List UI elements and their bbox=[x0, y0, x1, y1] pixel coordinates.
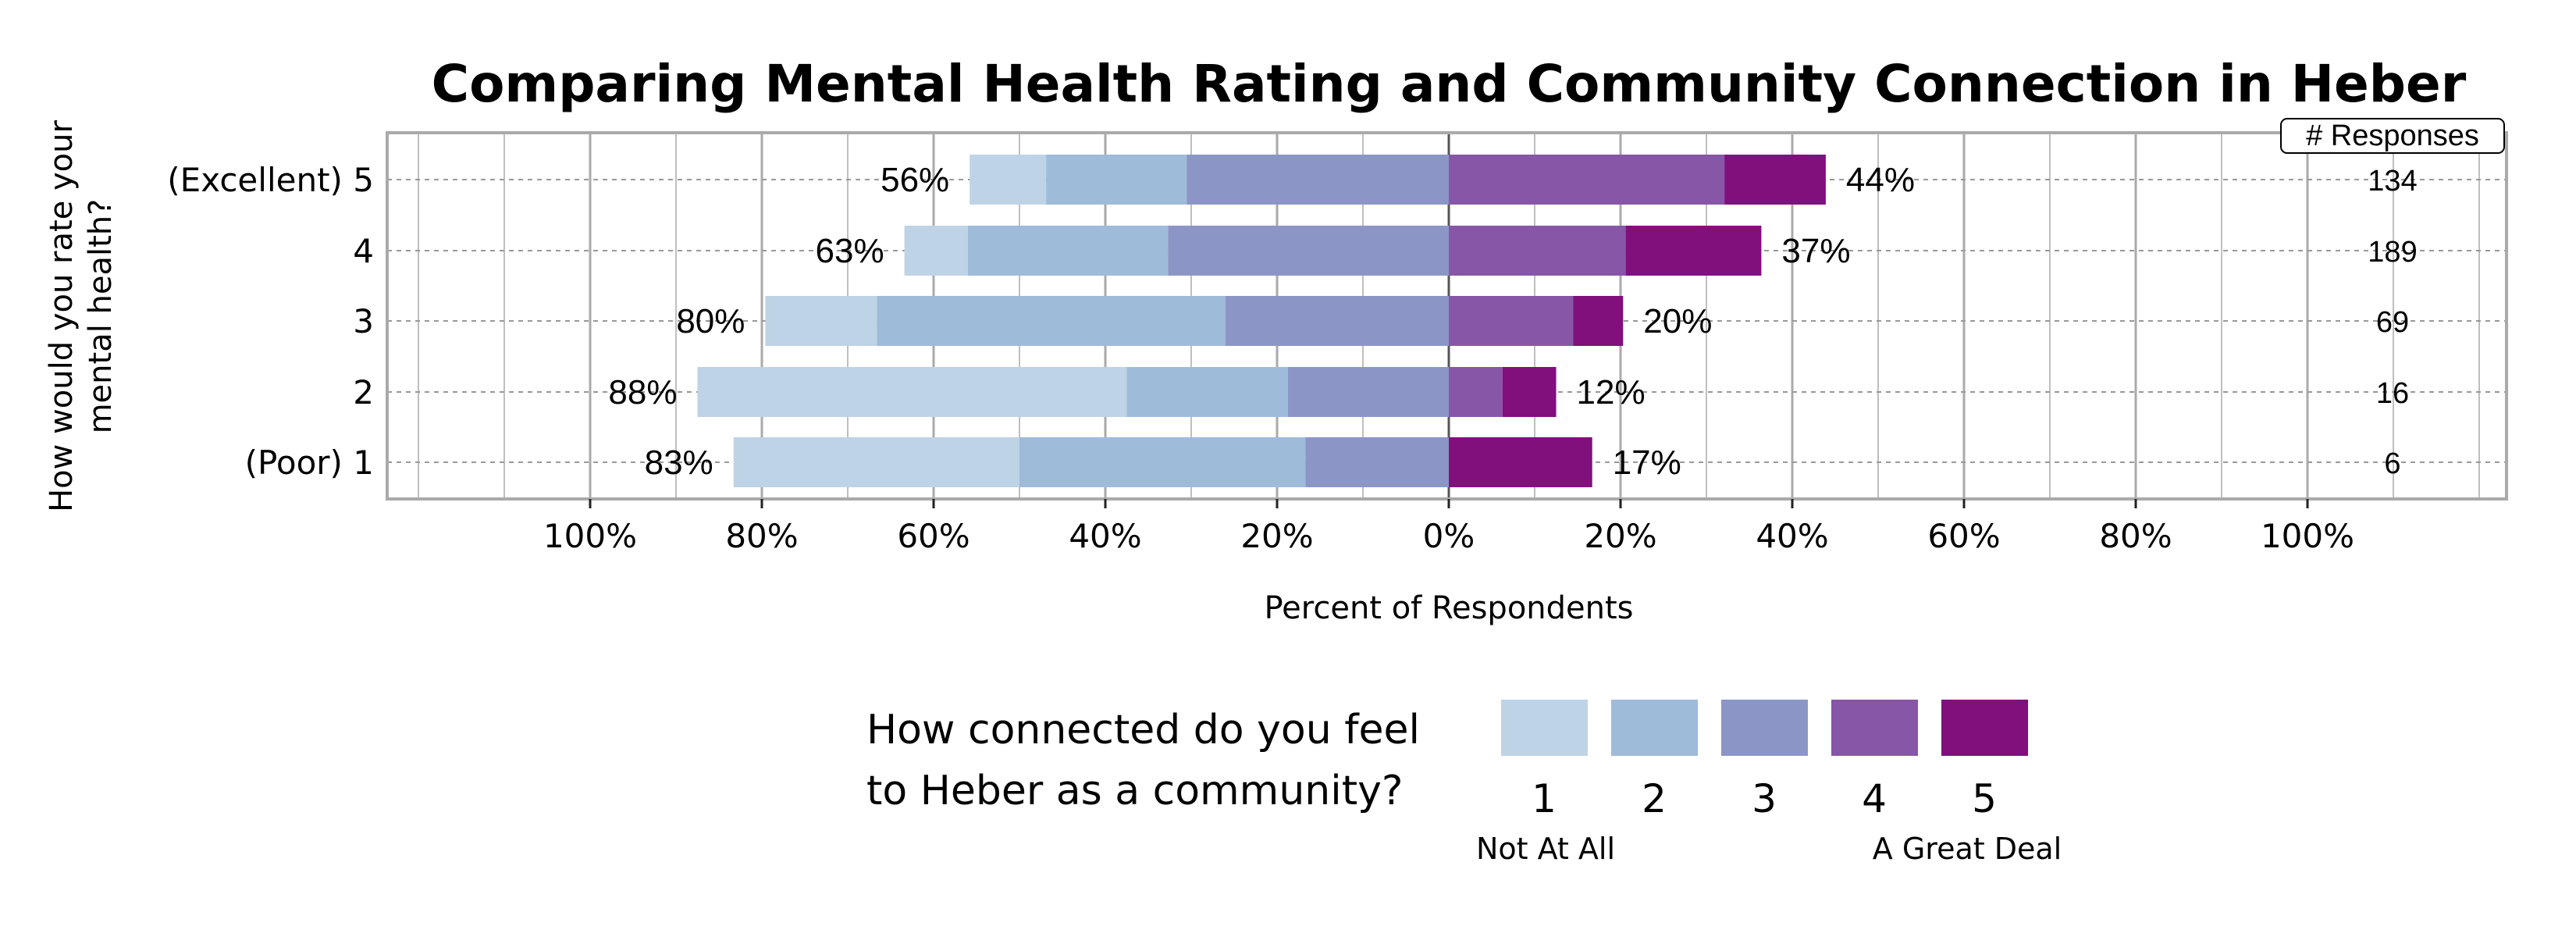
x-tick-label: 20% bbox=[1240, 517, 1313, 555]
response-count: 189 bbox=[2368, 236, 2417, 269]
x-tick-label: 40% bbox=[1756, 517, 1828, 555]
x-tick-label: 100% bbox=[543, 517, 637, 555]
y-axis-label-line-1: How would you rate your bbox=[44, 120, 80, 512]
plot-frame bbox=[386, 131, 2508, 501]
legend-level-label: 3 bbox=[1752, 776, 1777, 821]
legend-swatch-2 bbox=[1611, 700, 1698, 756]
negative-percent-label: 80% bbox=[676, 302, 745, 340]
bar-segment-4 bbox=[1449, 296, 1574, 346]
legend-high-label: A Great Deal bbox=[1873, 832, 2062, 866]
y-axis-label: How would you rate your mental health? bbox=[44, 120, 119, 512]
bar-segment-5 bbox=[1449, 437, 1592, 487]
bar-segment-2 bbox=[1019, 437, 1306, 487]
legend-title-line-1: How connected do you feel bbox=[866, 707, 1420, 754]
legend-level-label: 4 bbox=[1862, 776, 1887, 821]
x-tick-label: 80% bbox=[725, 517, 798, 555]
bar-segment-2 bbox=[1126, 367, 1288, 417]
bar-segment-2 bbox=[968, 226, 1169, 276]
negative-percent-label: 88% bbox=[608, 373, 677, 411]
bar-segment-2 bbox=[1046, 155, 1187, 205]
bar-segment-4 bbox=[1449, 155, 1725, 205]
positive-percent-label: 20% bbox=[1643, 302, 1712, 340]
legend-swatch-5 bbox=[1941, 700, 2028, 756]
y-category-label: 4 bbox=[353, 232, 374, 270]
bar-segment-5 bbox=[1573, 296, 1624, 346]
y-category-label: 3 bbox=[353, 302, 374, 340]
legend: How connected do you feel to Heber as a … bbox=[866, 700, 2062, 866]
bar-segment-3 bbox=[1287, 367, 1449, 417]
bar-segment-1 bbox=[970, 155, 1047, 205]
x-axis-label: Percent of Respondents bbox=[1264, 590, 1633, 626]
responses-header-text: # Responses bbox=[2306, 119, 2479, 152]
bars bbox=[697, 155, 1826, 487]
bar-segment-1 bbox=[697, 367, 1127, 417]
x-tick-label: 80% bbox=[2099, 517, 2172, 555]
data-labels: (Excellent) 5 56% 44% 134 4 63% 37% 189 3 80% 20% 6… bbox=[167, 161, 2417, 482]
legend-low-label: Not At All bbox=[1476, 832, 1615, 866]
legend-level-label: 2 bbox=[1642, 776, 1667, 821]
x-tick-label: 100% bbox=[2261, 517, 2354, 555]
legend-level-label: 1 bbox=[1532, 776, 1557, 821]
positive-percent-label: 44% bbox=[1846, 161, 1915, 199]
bar-segment-5 bbox=[1724, 155, 1826, 205]
responses-header: # Responses bbox=[2280, 118, 2505, 154]
bar-segment-3 bbox=[1187, 155, 1449, 205]
response-count: 16 bbox=[2376, 377, 2409, 410]
bar-segment-5 bbox=[1625, 226, 1762, 276]
bar-segment-1 bbox=[904, 226, 968, 276]
negative-percent-label: 63% bbox=[816, 232, 884, 270]
y-category-label: 2 bbox=[353, 373, 374, 411]
x-tick-label: 60% bbox=[1927, 517, 2000, 555]
positive-percent-label: 12% bbox=[1577, 373, 1646, 411]
x-tick-label: 20% bbox=[1584, 517, 1656, 555]
x-tick-label: 40% bbox=[1069, 517, 1141, 555]
positive-percent-label: 37% bbox=[1781, 232, 1850, 270]
axes: 100% 80% 60% 40% 20% 0% 20% 40% 60% 80% 100% bbox=[386, 131, 2508, 555]
response-count: 69 bbox=[2376, 306, 2409, 339]
bar-segment-2 bbox=[877, 296, 1226, 346]
y-axis-label-line-2: mental health? bbox=[83, 199, 119, 434]
legend-swatch-3 bbox=[1721, 700, 1808, 756]
negative-percent-label: 56% bbox=[881, 161, 949, 199]
bar-segment-3 bbox=[1305, 437, 1449, 487]
bar-segment-4 bbox=[1449, 367, 1503, 417]
bar-segment-1 bbox=[765, 296, 877, 346]
chart-title: Comparing Mental Health Rating and Commu… bbox=[432, 54, 2467, 114]
response-count: 134 bbox=[2368, 165, 2417, 198]
bar-segment-5 bbox=[1502, 367, 1557, 417]
legend-title-line-2: to Heber as a community? bbox=[866, 768, 1403, 814]
legend-swatch-4 bbox=[1831, 700, 1918, 756]
bar-segment-1 bbox=[733, 437, 1019, 487]
positive-percent-label: 17% bbox=[1613, 444, 1681, 482]
legend-swatch-1 bbox=[1501, 700, 1588, 756]
negative-percent-label: 83% bbox=[645, 444, 713, 482]
bar-segment-3 bbox=[1168, 226, 1449, 276]
x-tick-label: 0% bbox=[1423, 517, 1475, 555]
response-count: 6 bbox=[2384, 447, 2400, 480]
y-category-label: (Excellent) 5 bbox=[167, 161, 374, 199]
legend-level-label: 5 bbox=[1972, 776, 1997, 821]
bar-segment-4 bbox=[1449, 226, 1626, 276]
x-tick-label: 60% bbox=[897, 517, 970, 555]
bar-segment-3 bbox=[1226, 296, 1449, 346]
y-category-label: (Poor) 1 bbox=[245, 444, 374, 482]
